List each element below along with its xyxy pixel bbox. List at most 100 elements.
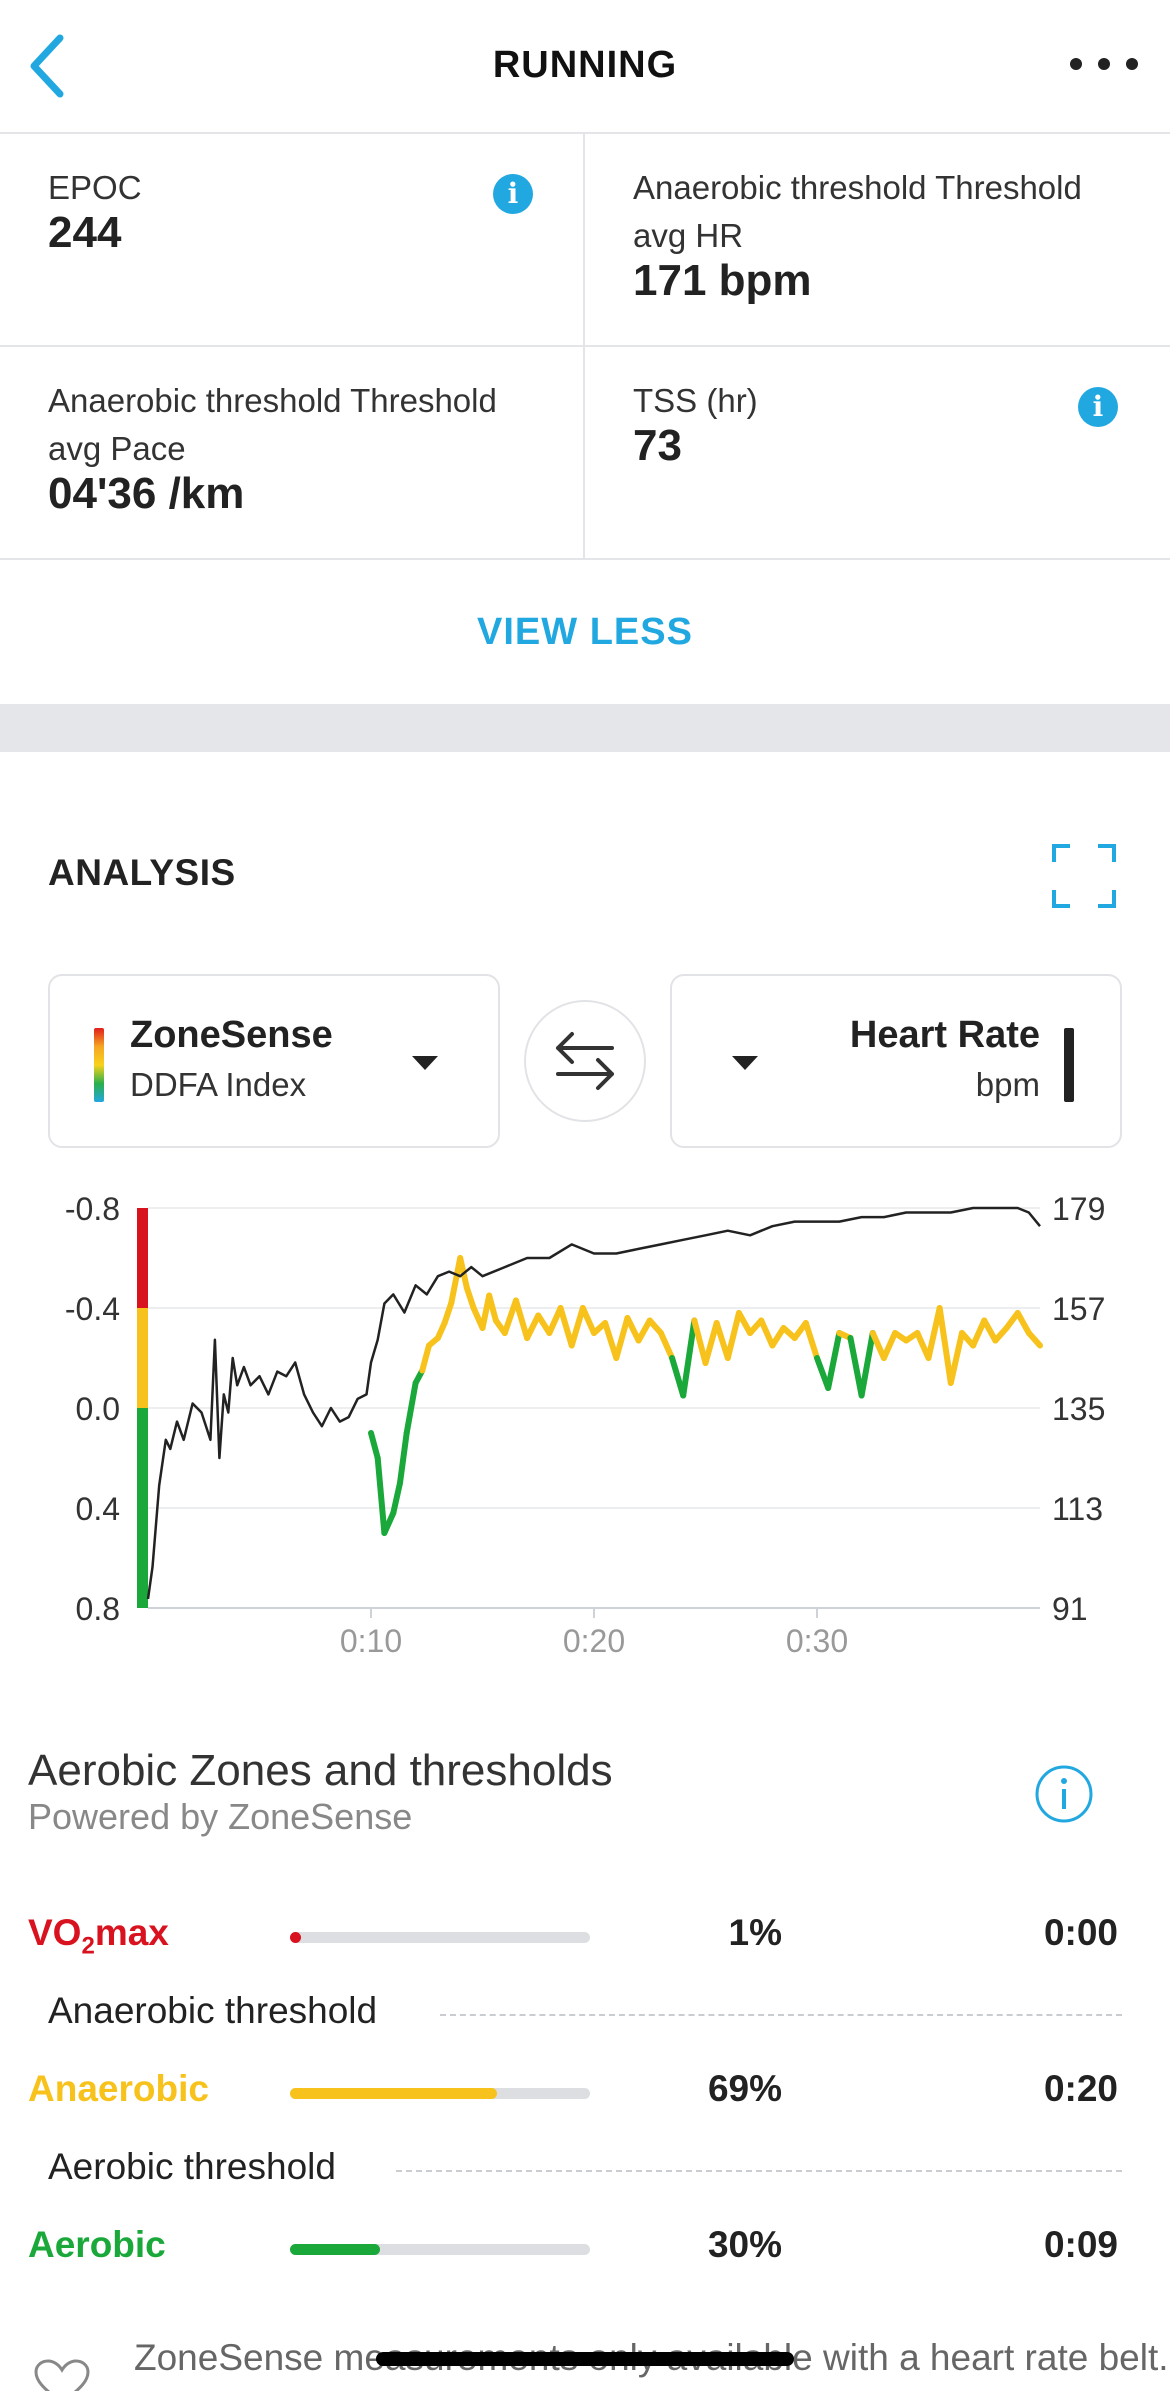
ddfa-segment [802,1320,820,1361]
right-metric-sub: bpm [975,1066,1040,1103]
ddfa-segment [970,1317,988,1349]
info-icon[interactable]: i [1078,387,1118,427]
stat-value: 04'36 /km [48,469,245,518]
zone-name: Aerobic [28,2224,166,2265]
more-dot [1126,58,1138,70]
zone-progress-track [290,2244,590,2255]
ddfa-segment [758,1317,776,1349]
stat-label: Anaerobic threshold Threshold avg HR [633,169,1082,254]
x-tick-label: 0:10 [340,1623,402,1659]
expand-chart-button[interactable] [1052,844,1116,908]
zones-title: Aerobic Zones and thresholds [28,1746,613,1795]
ddfa-segment [724,1310,742,1361]
heart-icon [34,2359,90,2391]
threshold-anaerobic: Anaerobic threshold [0,1990,1170,2040]
stat-value: 171 bpm [633,256,812,305]
chevron-down-icon [732,1056,758,1070]
chevron-left-icon [30,34,64,98]
left-tick-label: 0.8 [76,1591,120,1627]
ddfa-segment [396,1430,410,1486]
chevron-down-icon [412,1056,438,1070]
zone-progress-fill [290,2244,380,2255]
ddfa-segment [602,1320,620,1361]
info-icon[interactable]: i [493,174,533,214]
stat-label: TSS (hr) [633,382,758,419]
ddfa-segment [403,1380,419,1436]
ddfa-segment [368,1430,381,1461]
section-divider [0,704,1170,752]
stat-value: 244 [48,208,122,257]
ddfa-segment [735,1310,754,1336]
zone-color-band [137,1408,148,1608]
threshold-label: Aerobic threshold [48,2146,360,2188]
ddfa-segment [635,1317,653,1344]
ddfa-segment [825,1330,843,1391]
ddfa-segment [419,1342,432,1374]
heart-rate-line-icon [1064,1028,1074,1102]
ddfa-segment [524,1312,542,1341]
ddfa-segment [1025,1330,1043,1349]
analysis-title: ANALYSIS [48,852,236,893]
stat-value: 73 [633,421,682,470]
more-dot [1098,58,1110,70]
right-tick-label: 135 [1052,1391,1105,1427]
zone-name: Anaerobic [28,2068,209,2109]
left-tick-label: 0.4 [76,1491,120,1527]
zone-progress-track [290,2088,590,2099]
more-options-button[interactable] [1064,44,1144,84]
ddfa-segment [691,1317,709,1366]
swap-arrows-icon [556,1032,614,1090]
zone-percent: 30% [707,2224,782,2265]
zone-time: 0:20 [1043,2068,1118,2109]
stat-threshold-hr: Anaerobic threshold Threshold avg HR 171… [585,134,1170,347]
zone-gradient-icon [94,1028,104,1102]
ddfa-segment [579,1305,597,1336]
ddfa-segment [947,1330,965,1386]
ddfa-segment [381,1510,397,1536]
ddfa-segment [869,1330,887,1361]
threshold-aerobic: Aerobic threshold [0,2146,1170,2196]
x-tick-label: 0:30 [786,1623,848,1659]
zone-percent: 1% [728,1912,782,1953]
stat-label: EPOC [48,169,142,206]
fullscreen-icon [1052,844,1116,908]
ddfa-segment [847,1335,865,1399]
home-indicator [376,2352,794,2366]
right-metric-selector[interactable]: Heart Rate bpm [670,974,1122,1148]
right-tick-label: 157 [1052,1291,1105,1327]
ddfa-segment [441,1300,455,1326]
back-button[interactable] [20,28,90,104]
left-metric-sub: DDFA Index [130,1066,307,1103]
swap-metrics-button[interactable] [524,1000,646,1122]
zone-row-vo2max: VO2max 1% 0:00 [0,1906,1170,1966]
ddfa-segment [390,1480,403,1516]
zone-color-band [137,1208,148,1308]
stat-tss: TSS (hr) 73 i [585,347,1170,560]
ddfa-segment [936,1305,954,1386]
left-metric-selector[interactable]: ZoneSense DDFA Index [48,974,500,1148]
view-less-button[interactable]: VIEW LESS [477,611,693,653]
zone-progress-track [290,1932,590,1943]
zones-subtitle: Powered by ZoneSense [28,1796,413,1837]
zone-progress-fill [290,1932,301,1943]
ddfa-segment [1014,1310,1032,1336]
threshold-label: Anaerobic threshold [48,1990,402,2032]
info-icon [1035,1765,1093,1823]
zones-info-button[interactable] [1034,1764,1094,1824]
ddfa-segment [448,1255,464,1306]
zone-name: VO2max [28,1912,169,1960]
zone-time: 0:09 [1043,2224,1118,2265]
left-metric-name: ZoneSense [130,1014,333,1056]
more-dot [1070,58,1082,70]
zone-row-aerobic: Aerobic 30% 0:09 [0,2218,1170,2278]
ddfa-segment [486,1292,499,1324]
analysis-chart[interactable]: -0.8 179 -0.4 157 0.0 135 0.4 113 0.8 91 0:10 0:20 0… [0,1180,1170,1660]
zone-progress-fill [290,2088,497,2099]
page-title: RUNNING [492,44,678,86]
ddfa-segment [501,1297,519,1336]
ddfa-segment [512,1297,531,1341]
right-tick-label: 113 [1052,1491,1103,1527]
ddfa-segment [624,1315,642,1344]
ddfa-segment [613,1315,631,1361]
ddfa-segment [713,1320,731,1361]
